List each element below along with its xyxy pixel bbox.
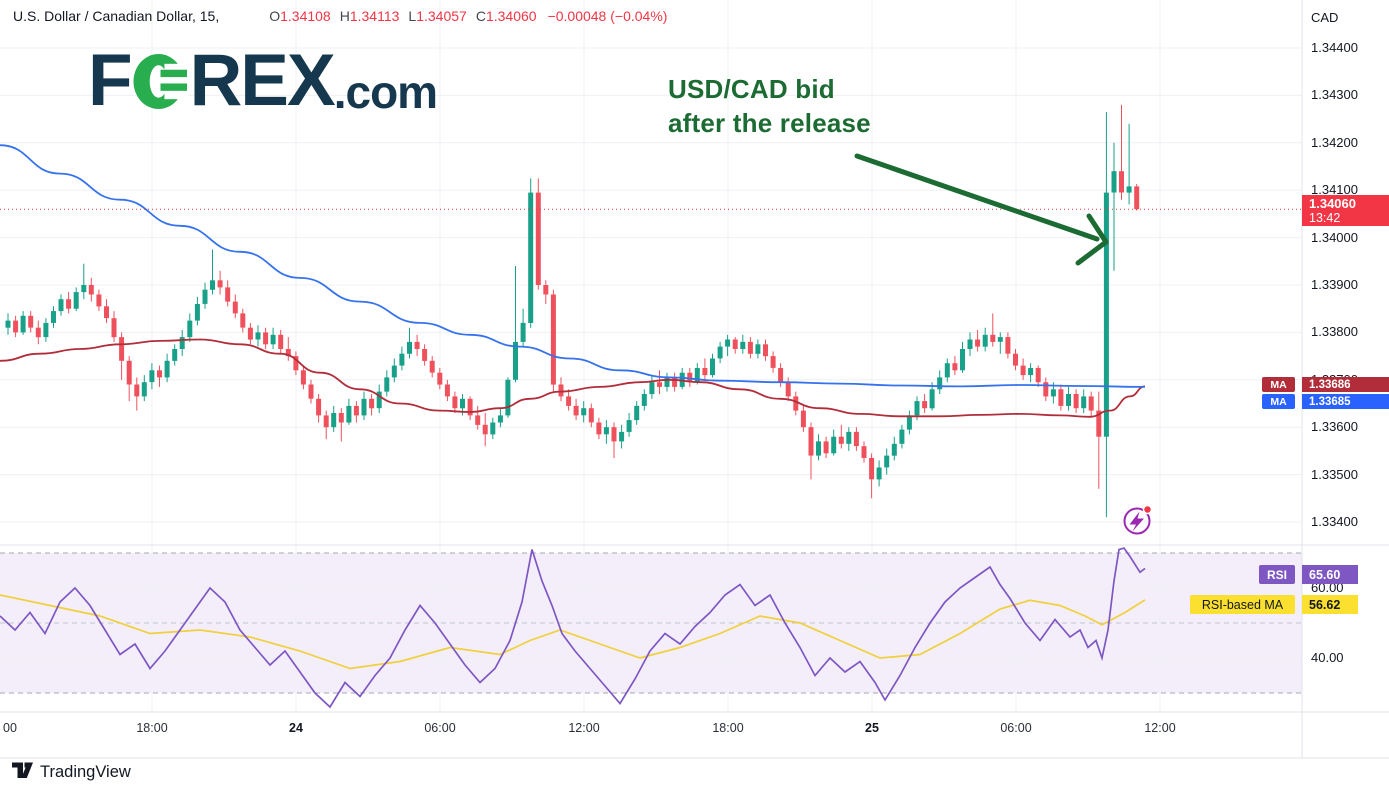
time-axis-label: 24: [289, 721, 303, 735]
price-axis-label: 1.33900: [1311, 277, 1358, 292]
price-axis-label: 1.34000: [1311, 229, 1358, 245]
forex-logo-o-icon: [133, 53, 188, 113]
time-axis-label: 06:00: [1000, 721, 1032, 735]
chart-legend: U.S. Dollar / Canadian Dollar, 15, O1.34…: [13, 8, 667, 24]
price-axis-label: 1.34300: [1311, 87, 1358, 103]
ohlc-low: L1.34057: [408, 8, 467, 24]
price-axis-label: 1.33500: [1311, 466, 1358, 482]
events-flash-icon[interactable]: [1123, 504, 1153, 535]
ma-slow-line: [0, 338, 1146, 418]
time-axis-label: 12:00: [568, 721, 600, 735]
rsi-axis-label: 40.00: [1311, 650, 1344, 665]
price-axis-label: 1.33400: [1311, 514, 1358, 529]
current-bar-countdown: 13:42: [1309, 210, 1341, 225]
ma-fast-value-badge: 1.33685: [1302, 394, 1389, 409]
price-axis[interactable]: CAD 1.34400 1.34300 1.34200 1.34100 1.34000 1…: [1303, 0, 1389, 758]
current-price-value: 1.34060: [1309, 195, 1356, 211]
price-axis-label: 1.33600: [1311, 419, 1358, 435]
rsi-value-badge: 65.60: [1302, 565, 1358, 584]
annotation-line2: after the release: [668, 108, 871, 138]
rsi-line: [0, 547, 1146, 709]
ma-slow-chip: MA: [1262, 377, 1295, 392]
forex-logo-f: F: [88, 40, 133, 121]
price-axis-label: 1.34400: [1311, 40, 1358, 55]
price-axis-label: 1.34200: [1311, 134, 1358, 150]
forex-logo-rex: REX: [189, 40, 336, 121]
current-price-badge: 1.34060 13:42: [1302, 195, 1389, 226]
ma-fast-line: [0, 144, 1146, 388]
tradingview-attribution[interactable]: TradingView: [12, 760, 131, 784]
annotation-arrow-icon: [854, 153, 1109, 266]
forex-logo-dotcom: .com: [333, 66, 438, 119]
ma-fast-chip: MA: [1262, 394, 1295, 409]
time-axis-label: 25: [865, 721, 879, 735]
time-axis[interactable]: 00 18:00 24 06:00 12:00 18:00 25 06:00 12:00: [0, 713, 1302, 757]
ohlc-high: H1.34113: [339, 8, 400, 24]
rsi-chip: RSI: [1259, 565, 1295, 584]
time-axis-label: 00: [3, 721, 17, 735]
rsi-ma-line: [0, 594, 1146, 670]
price-change: −0.00048 (−0.04%): [547, 8, 668, 24]
price-axis-label: 1.33800: [1311, 324, 1358, 340]
annotation-line1: USD/CAD bid: [668, 74, 835, 104]
axis-currency-label: CAD: [1311, 10, 1339, 25]
time-axis-label: 18:00: [712, 721, 744, 735]
time-axis-label: 18:00: [136, 721, 168, 735]
price-axis-label: 1.34100: [1311, 182, 1358, 198]
forex-com-watermark: F REX .com: [88, 40, 438, 121]
ma-slow-value-badge: 1.33686: [1302, 377, 1389, 392]
ohlc-open: O1.34108: [269, 8, 331, 24]
time-axis-label: 06:00: [424, 721, 456, 735]
tradingview-logo-icon: [12, 760, 33, 784]
rsi-ma-chip: RSI-based MA: [1190, 595, 1295, 614]
tradingview-brand-text: TradingView: [40, 762, 131, 781]
time-axis-label: 12:00: [1144, 721, 1176, 735]
candles-layer: [5, 104, 1140, 518]
ohlc-close: C1.34060: [475, 8, 537, 24]
annotation-text: USD/CAD bid after the release: [668, 72, 871, 140]
rsi-ma-value-badge: 56.62: [1302, 595, 1358, 614]
symbol-title[interactable]: U.S. Dollar / Canadian Dollar, 15,: [13, 8, 220, 24]
